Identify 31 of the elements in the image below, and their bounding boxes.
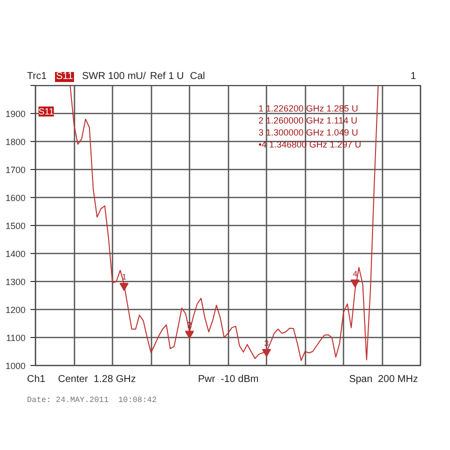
y-tick-label: 1400 (5, 249, 26, 259)
text: 100 mU/ (108, 71, 146, 82)
text: Date: 24.MAY.2011 10:08:42 (27, 396, 157, 405)
point (185, 330, 194, 339)
text: 1 (410, 71, 416, 82)
text: Ref 1 U (150, 71, 184, 82)
text: SWR (82, 71, 106, 82)
y-tick-label: 1600 (5, 193, 26, 203)
text: Span 200 MHz (349, 374, 418, 385)
y-tick-label: 1800 (5, 137, 26, 147)
text: Ch1 (27, 374, 46, 385)
annotation: 1 (122, 272, 127, 282)
point (262, 348, 271, 357)
annotation: 4 (352, 269, 358, 278)
text: Pwr -10 dBm (198, 374, 259, 385)
annotation: S11 (38, 106, 54, 116)
y-tick-label: 1900 (5, 109, 26, 119)
chart-title: Trc1 (27, 71, 47, 82)
annotation: 2 (187, 320, 192, 330)
point (120, 282, 129, 291)
text: Cal (190, 71, 206, 82)
y-tick-label: 1700 (5, 165, 26, 175)
text: Center 1.28 GHz (58, 374, 136, 385)
y-tick-label: 1100 (6, 333, 26, 343)
line-series (70, 86, 379, 361)
y-tick-label: 1200 (5, 305, 26, 315)
y-tick-label: 1300 (5, 277, 26, 287)
y-tick-label: 1000 (5, 361, 26, 371)
point (350, 280, 360, 288)
y-tick-label: 1500 (5, 221, 26, 231)
chart-subtitle: S11 (55, 71, 74, 82)
